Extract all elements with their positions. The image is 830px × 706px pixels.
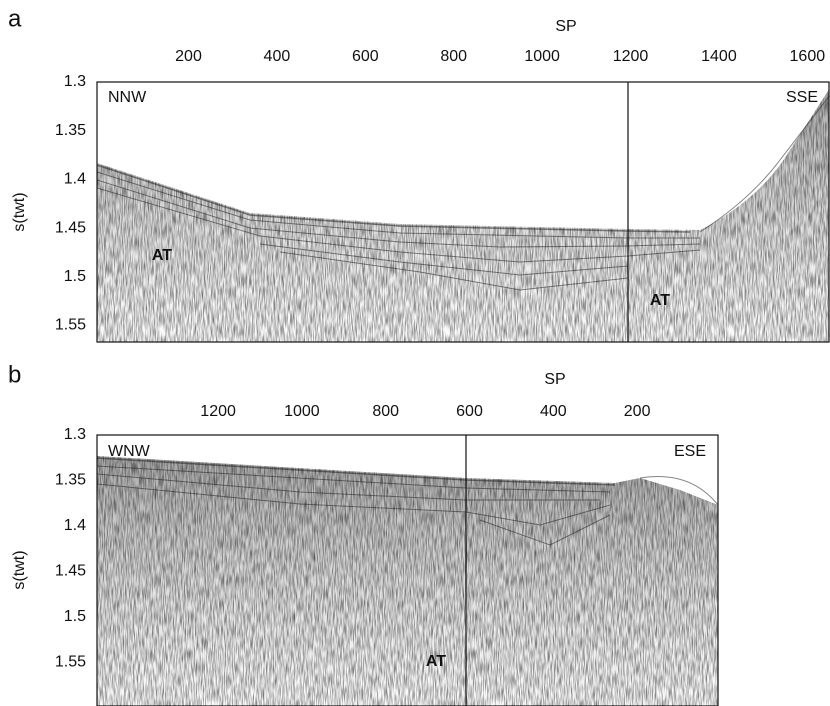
direction-label: SSE (786, 89, 818, 106)
y-tick-label: 1.45 (55, 219, 86, 236)
x-tick-label: 400 (264, 48, 291, 65)
y-tick-label: 1.4 (64, 171, 86, 188)
unit-label: AT (152, 247, 172, 264)
seismic-image (97, 82, 830, 342)
x-tick-label: 600 (456, 403, 483, 420)
x-tick-label: 200 (624, 403, 651, 420)
x-tick-label: 1600 (790, 48, 826, 65)
x-tick-label: 400 (540, 403, 567, 420)
direction-label: ESE (674, 443, 706, 460)
x-tick-label: 600 (352, 48, 379, 65)
direction-label: NNW (108, 89, 147, 106)
x-tick-label: 800 (372, 403, 399, 420)
x-axis-label: SP (544, 371, 565, 388)
y-tick-label: 1.5 (64, 608, 86, 625)
y-tick-label: 1.5 (64, 268, 86, 285)
unit-label: AT (426, 653, 446, 670)
y-axis-label: s(twt) (11, 550, 28, 589)
x-tick-label: 1400 (701, 48, 737, 65)
x-tick-label: 1200 (613, 48, 649, 65)
y-tick-label: 1.35 (55, 122, 86, 139)
y-tick-label: 1.55 (55, 654, 86, 671)
y-tick-label: 1.3 (64, 426, 86, 443)
panel-label: b (8, 361, 21, 388)
x-tick-label: 200 (175, 48, 202, 65)
seismic-image (97, 435, 718, 706)
y-axis-label: s(twt) (11, 192, 28, 231)
direction-label: WNW (108, 443, 151, 460)
y-tick-label: 1.55 (55, 317, 86, 334)
y-tick-label: 1.3 (64, 73, 86, 90)
x-tick-label: 800 (440, 48, 467, 65)
x-axis-label: SP (555, 18, 576, 35)
figure: a SP s(twt) 200 400 600 800 1000 1200 1400 1600 1.3… (0, 0, 830, 706)
panel-label: a (8, 5, 22, 32)
x-tick-label: 1200 (200, 403, 236, 420)
y-tick-label: 1.4 (64, 517, 86, 534)
y-tick-label: 1.35 (55, 472, 86, 489)
unit-label: AT (650, 292, 670, 309)
x-tick-label: 1000 (524, 48, 560, 65)
x-tick-label: 1000 (284, 403, 320, 420)
y-tick-label: 1.45 (55, 563, 86, 580)
